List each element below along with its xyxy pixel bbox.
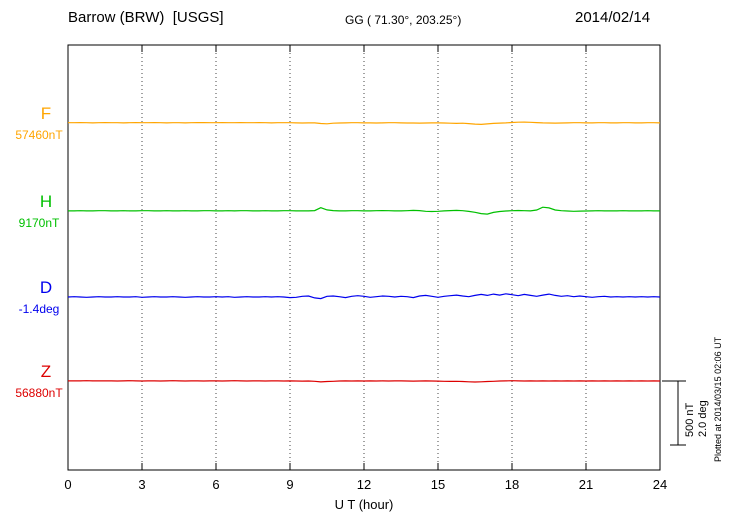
series-label-F: F: [40, 104, 52, 123]
x-tick-label: 3: [138, 477, 146, 492]
station-title: Barrow (BRW) [USGS]: [68, 9, 224, 26]
trace-H: [68, 206, 660, 215]
plotted-at-note: Plotted at 2014/03/15 02:06 UT: [713, 336, 723, 462]
trace-Z: [68, 380, 661, 383]
series-label-H: H: [39, 192, 53, 211]
plot-border: [67, 44, 661, 471]
plot-date: 2014/02/14: [575, 9, 651, 26]
geographic-coordinates: GG ( 71.30°, 203.25°): [345, 13, 462, 27]
x-axis-title: U T (hour): [334, 497, 394, 512]
scale-bar-nt-label: 500 nT: [684, 402, 696, 437]
series-baseline-H: 9170nT: [18, 216, 60, 230]
x-tick-label: 21: [578, 477, 594, 492]
x-tick-label: 6: [212, 477, 220, 492]
series-baseline-F: 57460nT: [15, 128, 63, 142]
trace-F: [68, 121, 661, 126]
x-tick-label: 12: [356, 477, 372, 492]
x-tick-label: 9: [286, 477, 294, 492]
scale-bar-deg-label: 2.0 deg: [697, 400, 709, 437]
x-tick-label: 24: [652, 477, 668, 492]
trace-D: [67, 293, 661, 300]
series-label-Z: Z: [40, 362, 52, 381]
x-tick-label: 15: [430, 477, 446, 492]
series-label-D: D: [39, 278, 53, 297]
series-baseline-Z: 56880nT: [15, 386, 63, 400]
x-tick-label: 0: [64, 477, 72, 492]
series-baseline-D: -1.4deg: [18, 302, 60, 316]
x-tick-label: 18: [504, 477, 520, 492]
